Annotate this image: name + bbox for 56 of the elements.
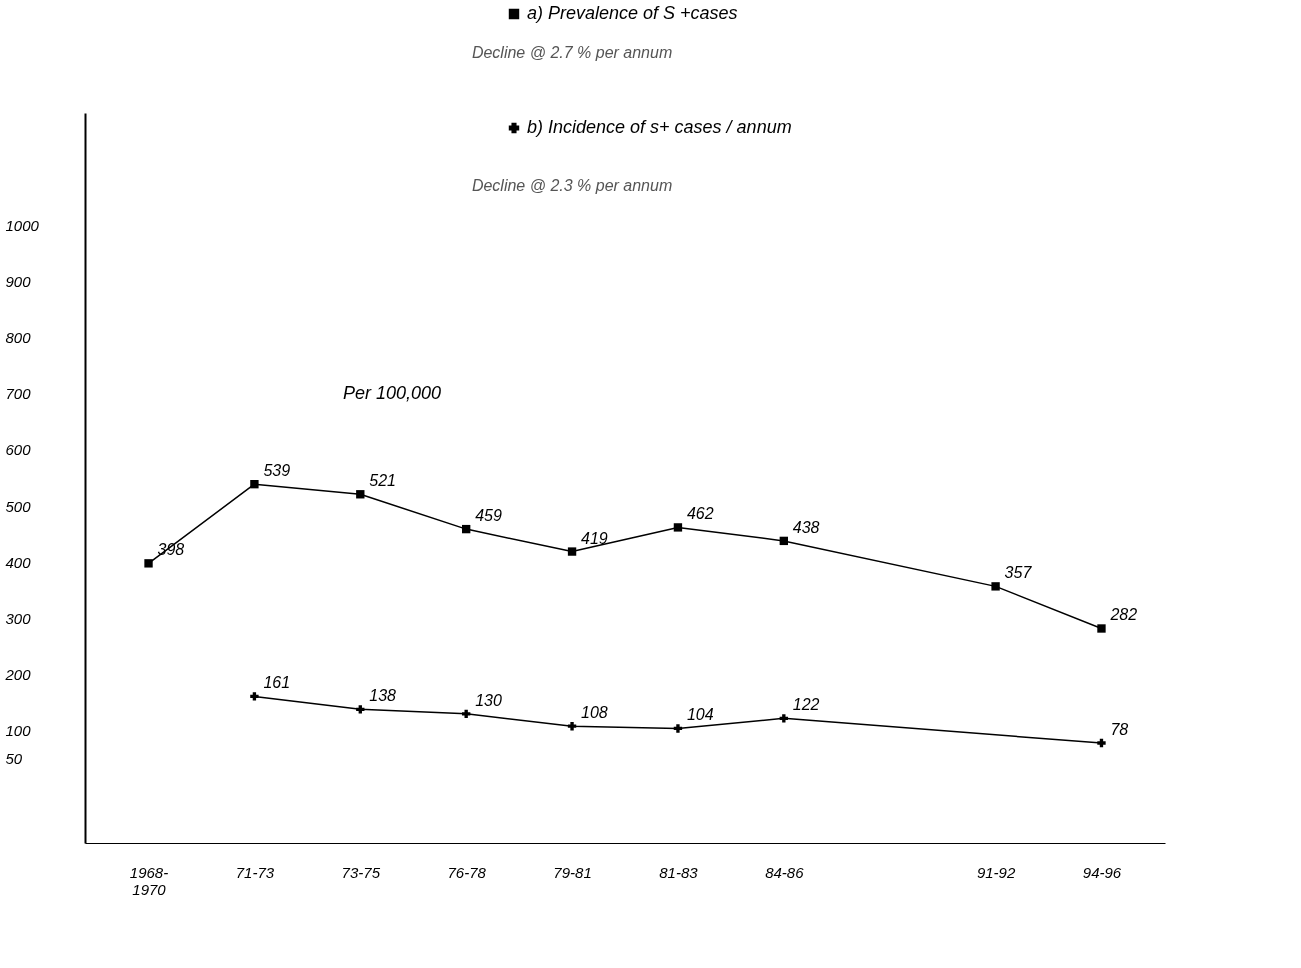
y-tick-label: 400 — [5, 553, 32, 571]
x-tick-label: 71-73 — [235, 863, 275, 881]
y-tick-label: 900 — [5, 272, 32, 290]
data-label: 161 — [263, 674, 291, 692]
data-label: 539 — [263, 462, 291, 480]
data-label: 108 — [581, 704, 608, 722]
x-tick-label: 79-81 — [553, 863, 592, 881]
point — [461, 524, 471, 534]
annotation: Per 100,000 — [343, 382, 442, 403]
point — [356, 705, 365, 714]
point — [779, 536, 789, 546]
point — [250, 692, 259, 701]
x-tick-label: 81-83 — [659, 863, 699, 881]
data-label: 419 — [581, 529, 608, 547]
point — [991, 582, 1000, 591]
data-label: 521 — [369, 472, 396, 490]
point — [144, 559, 153, 568]
point — [673, 724, 683, 733]
legend-label: a) Prevalence of S +cases — [527, 3, 738, 23]
x-tick-label: 94-96 — [1082, 863, 1122, 881]
data-label: 462 — [686, 505, 714, 523]
y-tick-label: 500 — [5, 497, 32, 515]
point — [567, 547, 577, 556]
x-tick-label: 76-78 — [447, 863, 487, 881]
y-tick-label: 100 — [5, 722, 32, 740]
data-label: 282 — [1109, 606, 1138, 624]
point — [356, 490, 365, 499]
point — [250, 479, 259, 489]
annotation: Decline @ 2.3 % per annum — [471, 177, 673, 194]
data-label: 78 — [1110, 721, 1129, 739]
y-tick-label: 200 — [4, 666, 32, 684]
legend-label: b) Incidence of s+ cases / annum — [527, 117, 792, 137]
data-label: 459 — [475, 507, 502, 525]
data-label: 122 — [792, 696, 820, 714]
point — [1097, 738, 1106, 748]
data-label: 104 — [686, 706, 714, 724]
data-label: 130 — [475, 691, 502, 709]
y-tick-label: 1000 — [5, 216, 40, 234]
x-tick-label: 91-92 — [976, 863, 1016, 881]
point — [567, 722, 577, 731]
y-tick-label: 300 — [5, 609, 32, 627]
x-tick-label: 73-75 — [341, 863, 381, 881]
x-tick-label: 84-86 — [765, 863, 805, 881]
y-tick-label: 700 — [5, 385, 32, 403]
point — [779, 714, 789, 723]
y-tick-label: 800 — [5, 329, 32, 347]
x-tick-label: 1968- 1970 — [129, 863, 169, 898]
data-label: 357 — [1004, 564, 1033, 582]
data-label: 438 — [792, 518, 820, 536]
point — [673, 523, 683, 532]
text: Decline @ 2.7 % per annum — [471, 44, 673, 61]
point — [1097, 624, 1106, 633]
data-label: 138 — [369, 687, 397, 705]
point — [461, 709, 471, 719]
y-tick-label: 50 — [5, 750, 23, 768]
y-tick-label: 600 — [5, 441, 32, 459]
